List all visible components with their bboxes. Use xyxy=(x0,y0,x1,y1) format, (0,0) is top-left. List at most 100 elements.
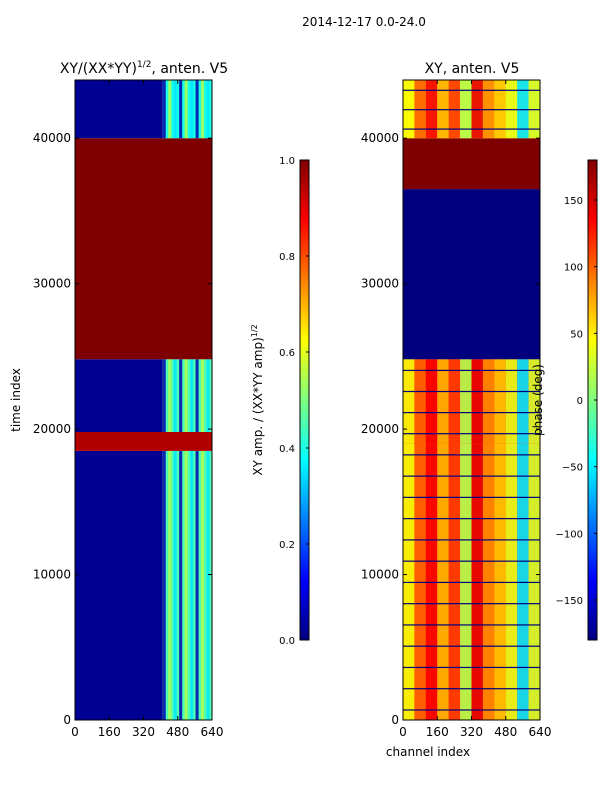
heatmap-flag-line xyxy=(403,433,540,435)
y-tick-label: 10000 xyxy=(361,568,399,582)
heatmap-stripe xyxy=(179,359,183,432)
colorbar-tick-label: 0.6 xyxy=(279,348,295,359)
x-tick-label: 160 xyxy=(426,725,449,739)
heatmap-cell xyxy=(403,138,540,190)
right-x-axis-label: channel index xyxy=(386,745,470,759)
heatmap-stripe xyxy=(195,450,199,720)
heatmap-region xyxy=(403,443,540,720)
heatmap-flag-line xyxy=(403,89,540,91)
y-tick-label: 0 xyxy=(63,713,71,727)
heatmap-stripe xyxy=(190,359,194,432)
left-colorbar-label: XY amp. / (XX*YY amp)1/2 xyxy=(250,324,265,475)
heatmap-stripe xyxy=(517,359,529,444)
heatmap-stripe xyxy=(173,359,177,432)
x-tick-label: 160 xyxy=(98,725,121,739)
left-title: XY/(XX*YY)1/2, anten. V5 xyxy=(60,60,228,77)
heatmap-flag-line xyxy=(403,109,540,111)
right-colorbar-ticks: 150 100 50 0 −50 −100 −150 xyxy=(556,196,597,607)
heatmap-cell xyxy=(75,432,212,451)
colorbar-tick-label: 0.8 xyxy=(279,252,295,263)
heatmap-flag-line xyxy=(403,709,540,711)
heatmap-flag-line xyxy=(403,603,540,605)
y-tick-label: 20000 xyxy=(33,422,71,436)
heatmap-stripe xyxy=(494,359,506,444)
heatmap-stripe xyxy=(528,359,540,444)
left-panel: XY/(XX*YY)1/2, anten. V5 0 160 320 480 640 0… xyxy=(9,60,228,739)
colorbar-tick-label: 50 xyxy=(570,329,583,340)
heatmap-region xyxy=(162,359,212,432)
y-tick-label: 20000 xyxy=(361,422,399,436)
y-tick-label: 10000 xyxy=(33,568,71,582)
heatmap-region xyxy=(403,359,540,444)
heatmap-stripe xyxy=(206,359,210,432)
heatmap-flag-line xyxy=(403,645,540,647)
y-tick-label: 30000 xyxy=(33,277,71,291)
x-tick-label: 0 xyxy=(71,725,79,739)
heatmap-stripe xyxy=(168,80,172,139)
heatmap-stripe xyxy=(184,359,188,432)
x-tick-label: 480 xyxy=(166,725,189,739)
colorbar-tick-label: −150 xyxy=(556,596,583,607)
heatmap-stripe xyxy=(482,359,495,444)
heatmap-cell xyxy=(75,359,163,432)
right-panel: XY, anten. V5 0 160 320 480 640 0 10000 20000 3… xyxy=(361,61,552,759)
heatmap-flag-line xyxy=(403,390,540,393)
left-heatmap-cells xyxy=(75,80,212,720)
right-title: XY, anten. V5 xyxy=(425,61,520,77)
x-tick-label: 320 xyxy=(132,725,155,739)
left-y-ticks: 0 10000 20000 30000 40000 xyxy=(33,131,212,727)
heatmap-region xyxy=(403,138,540,190)
colorbar-tick-label: 100 xyxy=(564,263,583,274)
heatmap-stripe xyxy=(179,80,183,139)
right-colorbar: 150 100 50 0 −50 −100 −150 phase (deg) xyxy=(531,159,598,641)
heatmap-stripe xyxy=(201,359,205,432)
left-x-ticks: 0 160 320 480 640 xyxy=(71,80,223,739)
heatmap-stripe xyxy=(173,80,177,139)
figure-suptitle: 2014-12-17 0.0-24.0 xyxy=(302,15,426,29)
heatmap-stripe xyxy=(195,80,199,139)
heatmap-stripe xyxy=(403,359,415,444)
x-tick-label: 320 xyxy=(460,725,483,739)
heatmap-flag-line xyxy=(403,475,540,477)
colorbar-tick-label: −100 xyxy=(556,529,583,540)
heatmap-stripe xyxy=(448,359,461,444)
heatmap-stripe xyxy=(206,80,210,139)
heatmap-stripe xyxy=(206,450,210,720)
heatmap-region xyxy=(403,80,540,139)
heatmap-cell xyxy=(75,80,163,139)
heatmap-stripe xyxy=(162,359,166,432)
heatmap-flag-line xyxy=(403,518,540,520)
colorbar-tick-label: 0.2 xyxy=(279,540,295,551)
heatmap-stripe xyxy=(168,450,172,720)
right-x-ticks: 0 160 320 480 640 xyxy=(399,80,551,739)
y-tick-label: 0 xyxy=(391,713,399,727)
heatmap-stripe xyxy=(425,359,438,444)
heatmap-flag-line xyxy=(403,496,540,498)
heatmap-flag-line xyxy=(403,539,540,541)
heatmap-flag-line xyxy=(403,454,540,456)
heatmap-cell xyxy=(75,138,212,360)
left-colorbar: 0.0 0.2 0.4 0.6 0.8 1.0 XY amp. / (XX*YY amp)… xyxy=(250,156,310,647)
heatmap-stripe xyxy=(201,450,205,720)
heatmap-flag-line xyxy=(403,412,540,414)
heatmap-region xyxy=(75,80,163,139)
heatmap-region xyxy=(75,450,163,720)
heatmap-flag-line xyxy=(403,688,540,690)
heatmap-flag-line xyxy=(403,581,540,584)
right-y-ticks: 0 10000 20000 30000 40000 xyxy=(361,131,540,727)
y-tick-label: 30000 xyxy=(361,277,399,291)
heatmap-flag-line xyxy=(403,666,540,669)
heatmap-stripe xyxy=(173,450,177,720)
heatmap-stripe xyxy=(179,450,183,720)
heatmap-stripe xyxy=(471,359,483,444)
left-colorbar-ticks: 0.0 0.2 0.4 0.6 0.8 1.0 xyxy=(279,156,309,647)
left-y-axis-label: time index xyxy=(9,368,23,432)
heatmap-region xyxy=(162,450,212,720)
heatmap-cell xyxy=(403,189,540,360)
x-tick-label: 0 xyxy=(399,725,407,739)
heatmap-flag-line xyxy=(403,560,540,562)
heatmap-flag-line xyxy=(403,128,540,130)
heatmap-stripe xyxy=(201,80,205,139)
colorbar-tick-label: 1.0 xyxy=(279,156,295,167)
